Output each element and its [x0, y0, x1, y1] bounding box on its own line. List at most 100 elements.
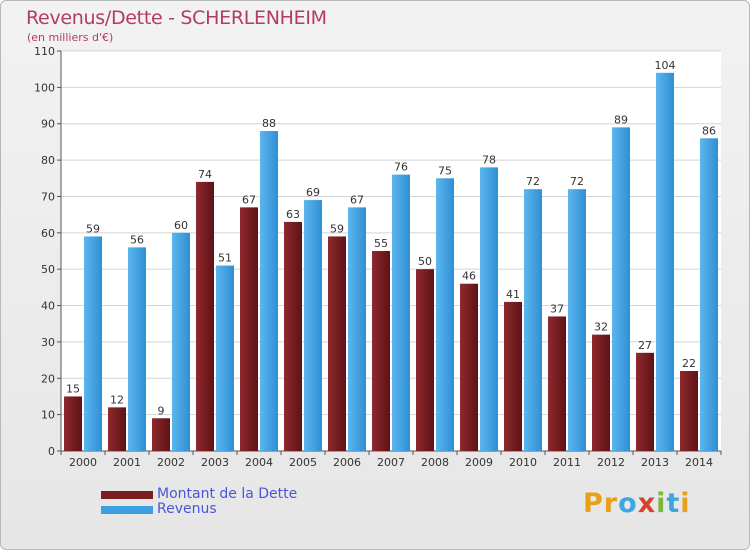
- bar-dette: [592, 334, 610, 451]
- data-label-dette: 9: [158, 404, 165, 417]
- y-tick-label: 40: [41, 300, 55, 313]
- data-label-revenus: 86: [702, 124, 716, 137]
- data-label-dette: 55: [374, 237, 388, 250]
- legend: Montant de la Dette Revenus: [101, 487, 297, 517]
- legend-swatch-revenus: [101, 505, 153, 514]
- data-label-revenus: 76: [394, 161, 408, 174]
- bar-dette: [240, 207, 258, 451]
- legend-swatch-dette: [101, 490, 153, 499]
- bar-dette: [504, 301, 522, 451]
- x-tick-label: 2001: [113, 456, 141, 469]
- chart-subtitle: (en milliers d'€): [27, 31, 114, 44]
- bar-revenus: [656, 72, 674, 452]
- data-label-dette: 41: [506, 288, 520, 301]
- x-tick-label: 2012: [597, 456, 625, 469]
- bar-revenus: [260, 131, 278, 451]
- data-label-revenus: 60: [174, 219, 188, 232]
- bar-dette: [152, 418, 170, 451]
- bar-revenus: [304, 200, 322, 451]
- legend-item-revenus: Revenus: [101, 502, 297, 517]
- x-tick-label: 2003: [201, 456, 229, 469]
- x-tick-label: 2011: [553, 456, 581, 469]
- data-label-revenus: 72: [570, 175, 584, 188]
- x-tick-label: 2002: [157, 456, 185, 469]
- data-label-revenus: 78: [482, 153, 496, 166]
- bar-revenus: [392, 174, 410, 452]
- bar-dette: [460, 283, 478, 451]
- logo-letter: t: [666, 488, 681, 519]
- chart-title: Revenus/Dette - SCHERLENHEIM: [26, 7, 327, 29]
- logo-letter: i: [680, 488, 691, 519]
- data-label-revenus: 67: [350, 193, 364, 206]
- x-tick-label: 2010: [509, 456, 537, 469]
- bar-dette: [372, 251, 390, 451]
- y-tick-label: 70: [41, 190, 55, 203]
- data-label-revenus: 89: [614, 113, 628, 126]
- bar-dette: [284, 221, 302, 451]
- bar-revenus: [348, 207, 366, 451]
- x-tick-label: 2009: [465, 456, 493, 469]
- bar-revenus: [128, 247, 146, 451]
- x-tick-label: 2013: [641, 456, 669, 469]
- bar-dette: [416, 269, 434, 451]
- legend-item-dette: Montant de la Dette: [101, 487, 297, 502]
- data-label-revenus: 59: [86, 222, 100, 235]
- data-label-dette: 37: [550, 302, 564, 315]
- data-label-dette: 50: [418, 255, 432, 268]
- bar-dette: [328, 236, 346, 451]
- data-label-dette: 12: [110, 393, 124, 406]
- data-label-dette: 67: [242, 193, 256, 206]
- bar-dette: [548, 316, 566, 451]
- x-tick-label: 2014: [685, 456, 713, 469]
- data-label-dette: 15: [66, 382, 80, 395]
- logo-letter: x: [637, 488, 657, 519]
- data-label-revenus: 56: [130, 233, 144, 246]
- data-label-dette: 27: [638, 339, 652, 352]
- y-tick-label: 50: [41, 263, 55, 276]
- x-tick-label: 2006: [333, 456, 361, 469]
- data-label-revenus: 51: [218, 252, 232, 265]
- bar-dette: [196, 181, 214, 451]
- data-label-dette: 46: [462, 270, 476, 283]
- y-tick-label: 80: [41, 154, 55, 167]
- legend-label-dette: Montant de la Dette: [157, 486, 298, 502]
- logo-letter: P: [583, 488, 604, 519]
- x-tick-label: 2005: [289, 456, 317, 469]
- bar-revenus: [612, 127, 630, 451]
- y-tick-label: 20: [41, 372, 55, 385]
- data-label-revenus: 69: [306, 186, 320, 199]
- y-tick-label: 90: [41, 118, 55, 131]
- data-label-dette: 32: [594, 321, 608, 334]
- bar-dette: [108, 407, 126, 451]
- bar-revenus: [524, 189, 542, 451]
- bar-revenus: [480, 167, 498, 451]
- y-tick-label: 10: [41, 409, 55, 422]
- logo-letter: i: [656, 488, 667, 519]
- y-tick-label: 60: [41, 227, 55, 240]
- bar-revenus: [700, 138, 718, 452]
- bar-revenus: [568, 189, 586, 451]
- bar-dette: [680, 371, 698, 451]
- y-tick-label: 0: [48, 445, 55, 458]
- y-tick-label: 100: [34, 81, 55, 94]
- y-tick-label: 30: [41, 336, 55, 349]
- bar-revenus: [436, 178, 454, 452]
- data-label-revenus: 72: [526, 175, 540, 188]
- data-label-dette: 59: [330, 222, 344, 235]
- data-label-revenus: 75: [438, 164, 452, 177]
- plot-area: [61, 51, 721, 451]
- data-label-revenus: 88: [262, 117, 276, 130]
- x-tick-label: 2007: [377, 456, 405, 469]
- data-label-dette: 74: [198, 168, 212, 181]
- legend-label-revenus: Revenus: [157, 501, 217, 517]
- x-tick-label: 2008: [421, 456, 449, 469]
- bar-dette: [64, 396, 82, 451]
- data-label-dette: 22: [682, 357, 696, 370]
- logo-letter: o: [618, 488, 638, 519]
- x-tick-label: 2000: [69, 456, 97, 469]
- x-tick-label: 2004: [245, 456, 273, 469]
- data-label-revenus: 104: [655, 59, 676, 72]
- bar-revenus: [216, 265, 234, 451]
